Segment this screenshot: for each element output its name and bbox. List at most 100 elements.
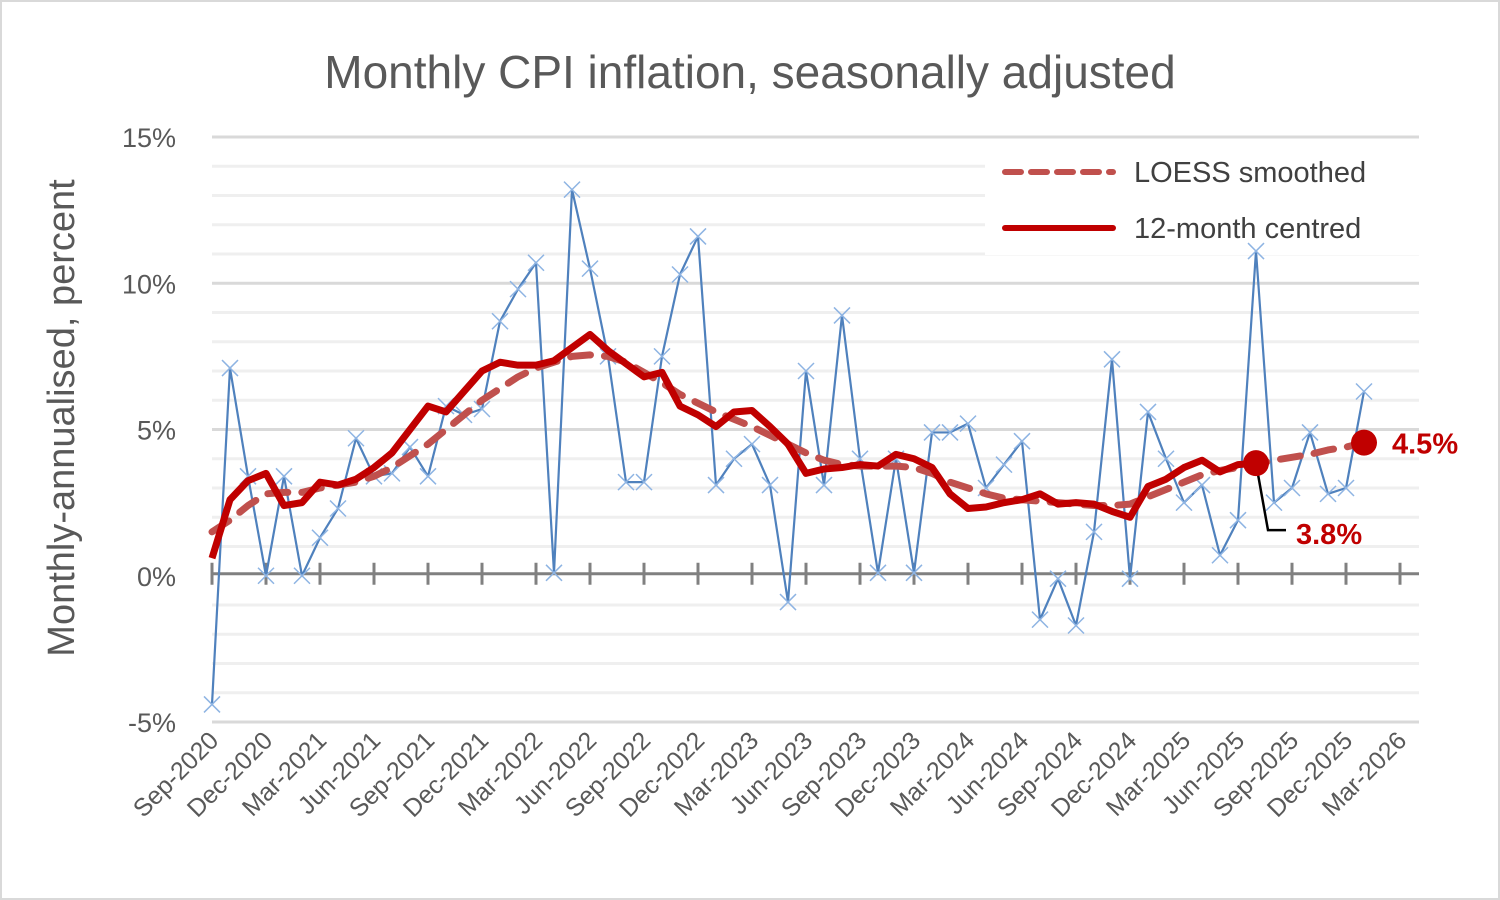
marker-x (815, 476, 833, 494)
marker-x (1175, 494, 1193, 512)
marker-x (1283, 479, 1301, 497)
marker-x (635, 473, 653, 491)
data-point-monthly (347, 429, 365, 447)
annotation-label-centred: 3.8% (1296, 519, 1362, 551)
marker-x (401, 438, 419, 456)
marker-x (383, 464, 401, 482)
marker-x (1337, 479, 1355, 497)
series-line-12-month-centred (208, 330, 1257, 560)
data-point-monthly (1319, 485, 1337, 503)
data-point-monthly (275, 467, 293, 485)
marker-x (1121, 570, 1139, 588)
y-tick-label: 10% (122, 269, 176, 299)
marker-x (1301, 423, 1319, 441)
marker-x (779, 593, 797, 611)
marker-x (1211, 546, 1229, 564)
data-point-monthly (725, 450, 743, 468)
data-point-monthly (1229, 511, 1247, 529)
y-axis-label: Monthly-annualised, percent (41, 179, 83, 657)
data-point-monthly (1283, 479, 1301, 497)
data-point-monthly (563, 181, 581, 199)
marker-x (797, 362, 815, 380)
data-point-monthly (293, 567, 311, 585)
marker-x (725, 450, 743, 468)
data-point-monthly (545, 564, 563, 582)
data-point-monthly (419, 467, 437, 485)
data-point-monthly (509, 280, 527, 298)
marker-x (491, 312, 509, 330)
y-tick-label: 15% (122, 123, 176, 153)
y-tick-label: 5% (137, 416, 176, 446)
data-point-monthly (1265, 494, 1283, 512)
series-group (203, 181, 1373, 713)
data-point-monthly (797, 362, 815, 380)
data-point-monthly (491, 312, 509, 330)
marker-x (581, 260, 599, 278)
marker-x (743, 435, 761, 453)
legend-background (985, 145, 1419, 255)
data-point-monthly (1211, 546, 1229, 564)
annotation-leader-line (1254, 462, 1286, 532)
data-point-monthly (617, 473, 635, 491)
data-point-monthly (1247, 242, 1265, 260)
chart-title: Monthly CPI inflation, seasonally adjust… (324, 46, 1175, 98)
marker-x (707, 476, 725, 494)
data-point-monthly (941, 423, 959, 441)
marker-x (545, 564, 563, 582)
data-point-monthly (329, 499, 347, 518)
marker-x (1265, 494, 1283, 512)
marker-x (941, 423, 959, 441)
data-point-monthly (761, 476, 779, 494)
data-point-monthly (833, 306, 851, 324)
annotation-label-loess: 4.5% (1392, 429, 1458, 461)
data-point-monthly (1139, 403, 1157, 421)
data-point-monthly (203, 695, 221, 713)
data-point-monthly (689, 227, 707, 245)
marker-x (1085, 523, 1103, 541)
data-point-monthly (815, 476, 833, 494)
marker-x (689, 227, 707, 245)
y-tick-label: 0% (137, 562, 176, 592)
marker-x (221, 359, 239, 377)
data-point-monthly (743, 435, 761, 453)
marker-x (1139, 403, 1157, 421)
marker-x (761, 476, 779, 494)
marker-x (1355, 382, 1373, 401)
marker-x (923, 423, 941, 441)
data-point-monthly (1031, 611, 1049, 629)
data-point-monthly (1121, 570, 1139, 588)
x-axis (210, 562, 1419, 585)
marker-x (509, 280, 527, 298)
x-axis-tick-labels: Sep-2020Dec-2020Mar-2021Jun-2021Sep-2021… (128, 726, 1412, 823)
marker-x (1103, 350, 1121, 368)
marker-x (419, 467, 437, 485)
data-point-monthly (905, 564, 923, 582)
data-point-monthly (311, 529, 329, 547)
legend-label-centred: 12-month centred (1134, 213, 1361, 245)
marker-x (293, 567, 311, 585)
data-point-monthly (671, 265, 689, 284)
data-point-monthly (581, 260, 599, 278)
annotation-endpoint-dot (1243, 450, 1269, 477)
marker-x (1247, 242, 1265, 260)
marker-x (995, 456, 1013, 474)
data-point-monthly (1157, 450, 1175, 468)
marker-x (1319, 485, 1337, 503)
data-point-monthly (1085, 523, 1103, 541)
data-point-monthly (869, 564, 887, 582)
marker-x (1067, 616, 1085, 635)
data-point-monthly (959, 415, 977, 433)
marker-x (905, 564, 923, 582)
marker-x (1157, 450, 1175, 468)
data-point-monthly (995, 456, 1013, 474)
data-point-monthly (1301, 423, 1319, 441)
marker-x (275, 467, 293, 485)
marker-x (347, 429, 365, 447)
marker-x (1193, 476, 1211, 494)
annotation-endpoint-dot (1351, 429, 1377, 456)
data-point-monthly (707, 476, 725, 494)
data-point-monthly (1175, 494, 1193, 512)
marker-x (329, 499, 347, 518)
legend-label-loess: LOESS smoothed (1134, 157, 1366, 189)
marker-x (257, 567, 275, 585)
